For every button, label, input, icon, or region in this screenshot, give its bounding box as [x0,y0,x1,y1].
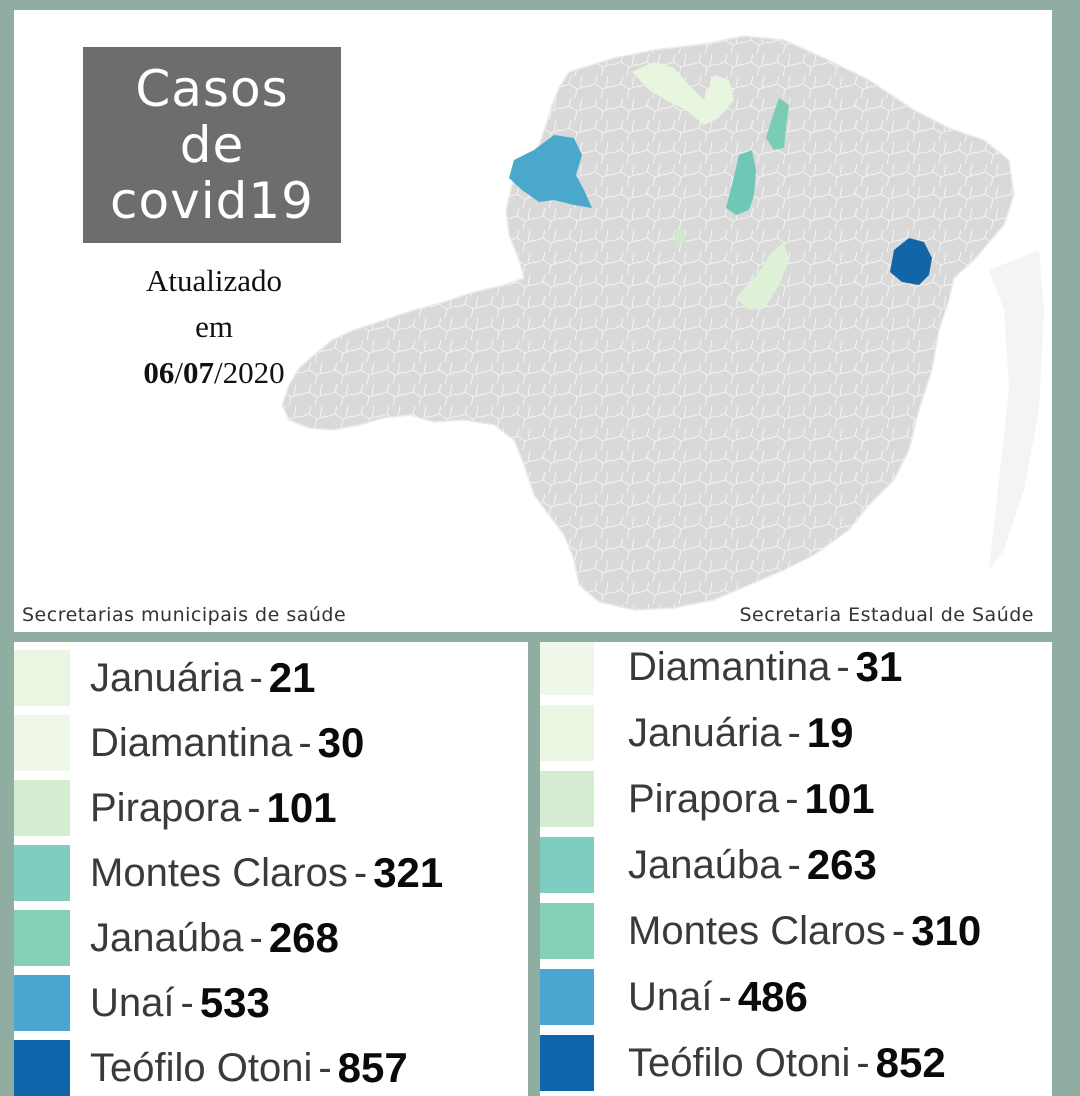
title-line-2: de [179,116,245,174]
legend-item: Unaí -486 [540,967,808,1027]
legend-swatch [540,837,594,893]
legend-value: 857 [337,1044,408,1091]
legend-separator: - [836,644,850,689]
legend-label: Pirapora [90,785,242,830]
legend-left: Januária -21 Diamantina -30 Pirapora -101 Mont… [14,642,528,1096]
minas-gerais-map [281,35,1044,611]
legend-label: Unaí [90,980,175,1025]
legend-separator: - [180,980,194,1025]
legend-swatch [14,1040,70,1096]
legend-swatch [540,903,594,959]
region-januaria [632,62,734,125]
legend-item: Janaúba -268 [14,908,339,968]
legend-separator: - [856,1040,870,1085]
legend-label: Januária [90,655,244,700]
legend-item: Diamantina -31 [540,642,902,697]
updated-line-1: Atualizado [145,263,282,298]
legend-item: Unaí -533 [14,973,270,1033]
legend-swatch [14,845,70,901]
legend-value: 31 [855,643,903,690]
legend-right: Diamantina -31 Januária -19 Pirapora -101 Jana… [540,642,1052,1096]
region-pirapora [674,228,686,246]
title-line-3: covid19 [110,172,314,230]
legend-separator: - [353,850,368,895]
legend-separator: - [891,908,906,953]
legend-item: Janaúba -263 [540,835,877,895]
legend-item: Montes Claros -321 [14,843,443,903]
legend-label: Montes Claros [90,850,348,895]
updated-note: Atualizado em 06/07/2020 [84,258,344,396]
legend-separator: - [249,915,263,960]
title-box: Casos de covid19 [83,47,341,243]
updated-line-2: em [195,309,233,344]
legend-swatch [540,642,594,695]
legend-swatch [14,650,70,706]
legend-separator: - [249,655,263,700]
legend-label: Teófilo Otoni [628,1040,851,1085]
legend-separator: - [787,710,801,755]
legend-swatch [14,715,70,771]
legend-separator: - [247,785,261,830]
legend-separator: - [718,974,732,1019]
legend-label: Teófilo Otoni [90,1045,313,1090]
legend-item: Pirapora -101 [540,769,875,829]
date-year: 2020 [222,355,285,390]
date-day: 06 [143,355,175,390]
source-right: Secretaria Estadual de Saúde [739,604,1034,626]
legend-value: 263 [806,841,877,888]
map-panel: Casos de covid19 Atualizado em 06/07/202… [14,10,1052,632]
legend-item: Januária -19 [540,703,853,763]
updated-date: 06/07/2020 [143,355,285,390]
legend-swatch [540,705,594,761]
legend-separator: - [785,776,799,821]
legend-swatch [14,975,70,1031]
legend-value: 852 [875,1039,946,1086]
legend-swatch [540,969,594,1025]
legend-label: Pirapora [628,776,780,821]
legend-item: Diamantina -30 [14,713,364,773]
legend-value: 533 [199,979,270,1026]
legend-value: 310 [911,907,982,954]
coast-shading [989,250,1044,570]
region-teofilo-otoni [890,238,932,285]
region-janauba [726,150,756,215]
legend-value: 101 [804,775,875,822]
legend-label: Janaúba [628,842,782,887]
legend-label: Unaí [628,974,713,1019]
state-shape [281,35,1015,611]
region-unai [509,135,592,208]
legend-separator: - [318,1045,332,1090]
legend-value: 19 [806,709,854,756]
legend-item: Teófilo Otoni -852 [540,1033,946,1093]
legend-value: 21 [268,654,316,701]
date-month: 07 [183,355,214,390]
legend-label: Montes Claros [628,908,886,953]
legend-swatch [540,1035,594,1091]
legend-value: 486 [737,973,808,1020]
legend-item: Teófilo Otoni -857 [14,1038,408,1096]
legend-swatch [540,771,594,827]
legend-label: Janaúba [90,915,244,960]
region-diamantina [736,242,789,310]
legend-value: 30 [317,719,365,766]
legend-item: Januária -21 [14,648,315,708]
legend-label: Diamantina [90,720,293,765]
source-left: Secretarias municipais de saúde [22,604,347,626]
legend-value: 321 [373,849,444,896]
legend-separator: - [298,720,312,765]
legend-value: 268 [268,914,339,961]
legend-value: 101 [266,784,337,831]
legend-label: Diamantina [628,644,831,689]
legend-swatch [14,910,70,966]
legend-label: Januária [628,710,782,755]
legend-swatch [14,780,70,836]
region-montes-claros-north [766,98,789,150]
legend-separator: - [787,842,801,887]
legend-item: Pirapora -101 [14,778,337,838]
title-line-1: Casos [135,60,289,118]
legend-item: Montes Claros -310 [540,901,981,961]
